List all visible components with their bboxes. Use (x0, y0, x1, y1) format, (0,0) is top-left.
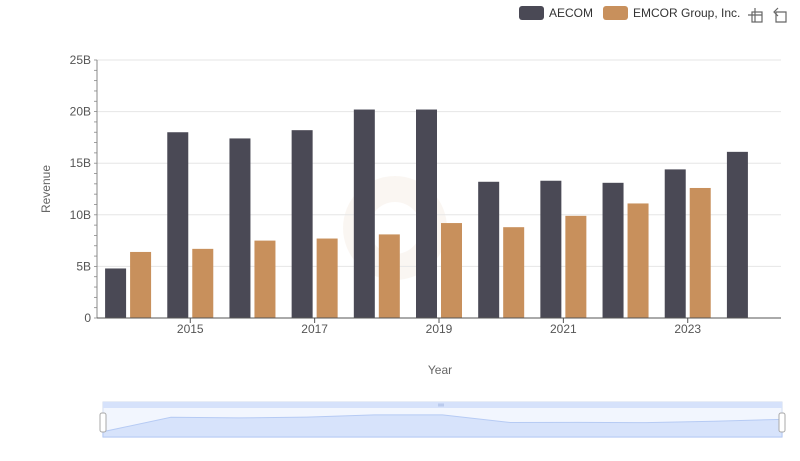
x-tick-label: 2023 (674, 322, 701, 336)
bar-emcor-2021[interactable] (565, 215, 587, 318)
y-tick-label: 10B (70, 208, 91, 222)
x-tick-label: 2021 (550, 322, 577, 336)
legend-swatch (519, 6, 544, 20)
bar-emcor-2020[interactable] (503, 227, 525, 318)
slider-grip-icon[interactable] (438, 403, 444, 407)
bar-aecom-2015[interactable] (167, 132, 189, 318)
legend-label: EMCOR Group, Inc. (633, 6, 740, 20)
bars (105, 109, 748, 318)
legend-label: AECOM (549, 6, 593, 20)
legend-item-aecom[interactable]: AECOM (519, 6, 593, 20)
bar-aecom-2021[interactable] (540, 180, 562, 318)
y-tick-label: 20B (70, 105, 91, 119)
data-zoom-slider[interactable] (99, 401, 786, 438)
legend: AECOM EMCOR Group, Inc. (519, 6, 740, 20)
bar-aecom-2020[interactable] (478, 181, 500, 318)
legend-item-emcor[interactable]: EMCOR Group, Inc. (603, 6, 740, 20)
x-axis-title: Year (428, 363, 452, 377)
slider-top-bar[interactable] (103, 402, 782, 408)
bar-emcor-2022[interactable] (627, 203, 649, 318)
bar-emcor-2017[interactable] (316, 238, 338, 318)
bar-aecom-2017[interactable] (291, 130, 313, 318)
y-axis-title: Revenue (39, 165, 53, 213)
x-tick-label: 2015 (177, 322, 204, 336)
bar-emcor-2023[interactable] (689, 187, 711, 318)
bar-emcor-2015[interactable] (192, 248, 214, 318)
bar-emcor-2019[interactable] (441, 223, 462, 318)
zoom-select-icon[interactable] (748, 8, 763, 23)
bar-emcor-2014[interactable] (130, 251, 152, 318)
zoom-restore-icon[interactable] (773, 7, 787, 23)
x-tick-label: 2017 (301, 322, 328, 336)
bar-aecom-2016[interactable] (229, 138, 251, 318)
bar-aecom-2019[interactable] (416, 109, 437, 318)
x-tick-label: 2019 (426, 322, 453, 336)
legend-swatch (603, 6, 628, 20)
y-tick-label: 0 (84, 311, 91, 325)
slider-right-handle[interactable] (778, 412, 786, 433)
bar-aecom-2024[interactable] (726, 151, 748, 318)
y-tick-label: 5B (76, 259, 91, 273)
y-tick-label: 15B (70, 156, 91, 170)
bar-emcor-2016[interactable] (254, 240, 276, 318)
bar-aecom-2022[interactable] (602, 182, 624, 318)
slider-selection[interactable] (103, 408, 782, 437)
y-tick-label: 25B (70, 53, 91, 67)
bar-emcor-2018[interactable] (378, 234, 400, 318)
slider-preview-area (102, 414, 783, 438)
axes: 0 5B 10B 15B 20B 25B 2015 2017 2019 2021 2023 (70, 53, 781, 336)
bar-aecom-2023[interactable] (664, 169, 686, 318)
slider-left-handle[interactable] (99, 412, 107, 433)
bar-aecom-2014[interactable] (105, 268, 127, 318)
bar-aecom-2018[interactable] (353, 109, 375, 318)
